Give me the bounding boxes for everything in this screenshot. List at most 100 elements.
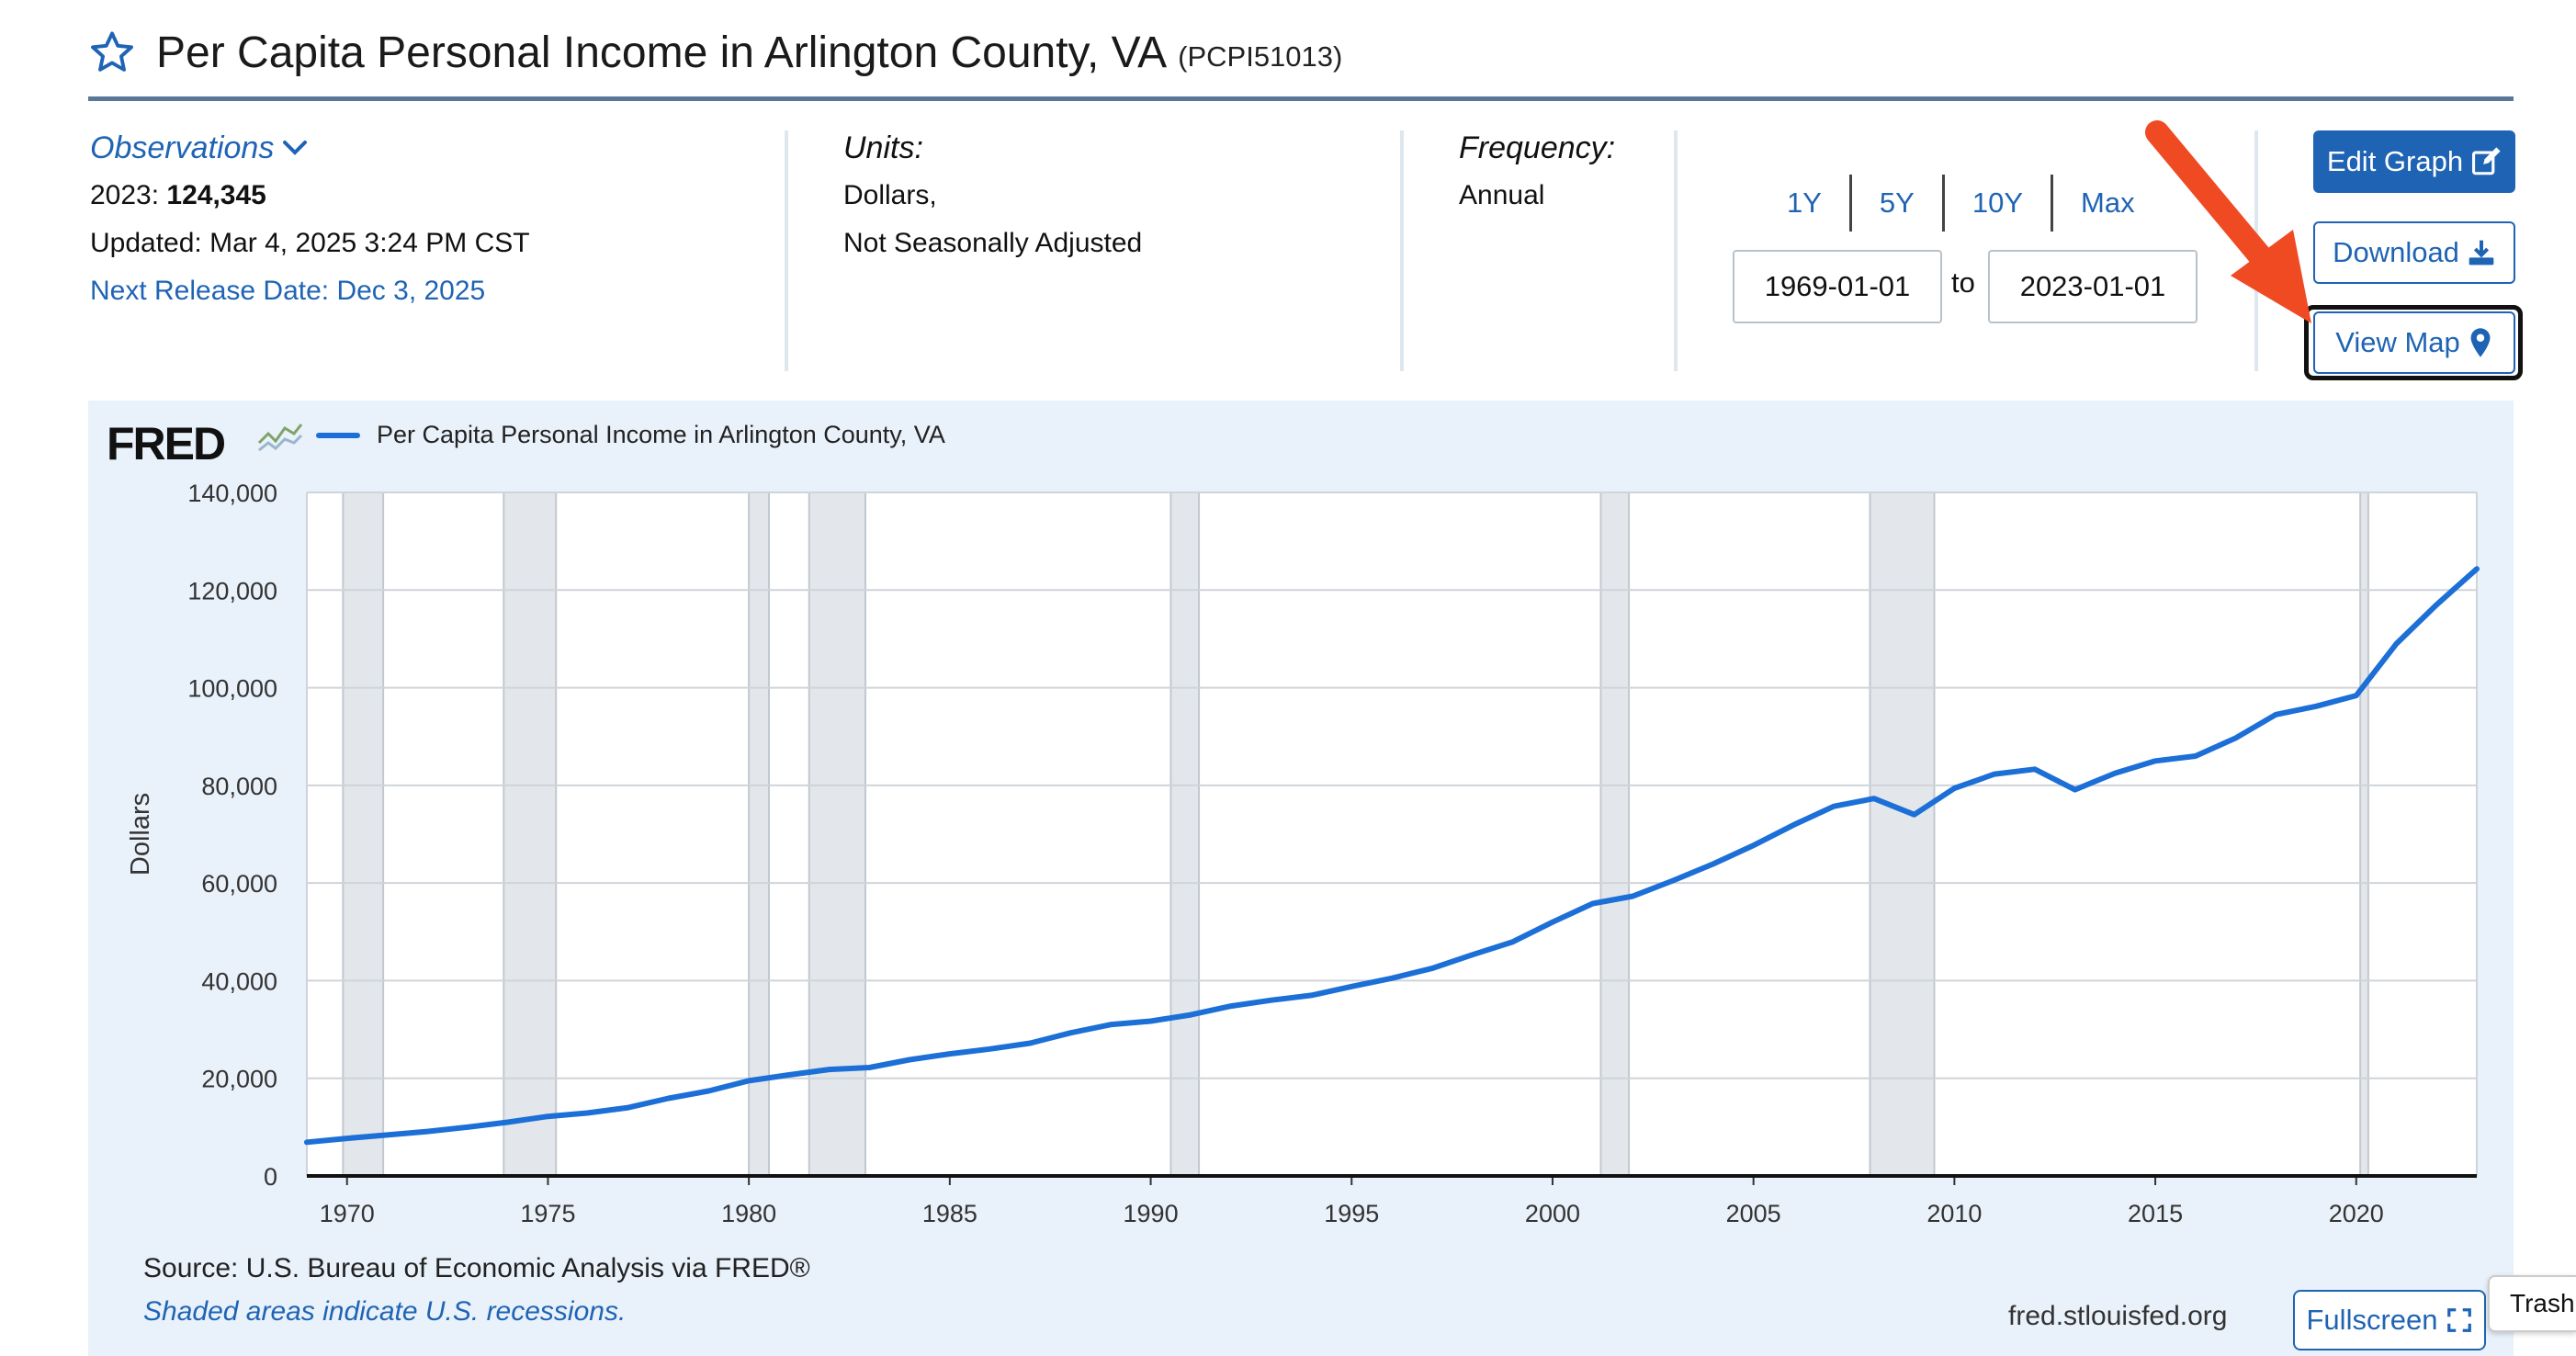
data-point: [1993, 772, 1997, 776]
end-date-input[interactable]: 2023-01-01: [1988, 250, 2198, 323]
title-divider: [88, 96, 2514, 101]
x-tick-label: 2000: [1525, 1200, 1580, 1227]
meta-divider: [1400, 130, 1404, 371]
x-tick-label: 2020: [2329, 1200, 2384, 1227]
data-point: [1269, 998, 1273, 1002]
recession-band: [1869, 492, 1936, 1177]
data-point: [666, 1096, 671, 1101]
data-point: [1470, 953, 1474, 957]
date-range-buttons: 1Y 5Y 10Y Max: [1759, 175, 2163, 232]
y-tick-label: 0: [264, 1163, 277, 1191]
data-point: [1791, 822, 1796, 827]
y-axis-label: Dollars: [126, 793, 155, 876]
edit-graph-button[interactable]: Edit Graph: [2313, 130, 2515, 193]
data-point: [867, 1066, 872, 1070]
view-map-button[interactable]: View Map: [2313, 311, 2515, 374]
units-panel: Units: Dollars, Not Seasonally Adjusted: [843, 124, 1142, 267]
y-tick-label: 40,000: [201, 967, 277, 995]
frequency-label: Frequency:: [1459, 130, 1616, 165]
x-tick-label: 2015: [2128, 1200, 2183, 1227]
data-point: [1108, 1023, 1113, 1027]
data-point: [1590, 901, 1595, 906]
chevron-down-icon: [283, 141, 308, 155]
frequency-panel: Frequency: Annual: [1459, 124, 1615, 220]
data-point: [2475, 567, 2479, 571]
data-point: [1711, 862, 1715, 866]
data-point: [2233, 736, 2238, 740]
range-separator: [2051, 175, 2054, 232]
edit-icon: [2472, 147, 2501, 175]
range-10y-button[interactable]: 10Y: [1972, 186, 2024, 219]
range-1y-button[interactable]: 1Y: [1787, 186, 1822, 219]
range-max-button[interactable]: Max: [2081, 186, 2135, 219]
data-point: [827, 1068, 831, 1072]
download-button[interactable]: Download: [2313, 221, 2515, 284]
legend-swatch: [316, 432, 360, 438]
recession-band: [342, 492, 385, 1177]
units-value-line1: Dollars,: [843, 180, 937, 210]
data-point: [1068, 1031, 1073, 1035]
line-chart[interactable]: 0 20,000 40,000 60,000 80,000 100,000 120,000 1…: [88, 401, 2514, 1356]
data-point: [425, 1129, 430, 1134]
next-release-link[interactable]: Next Release Date: Dec 3, 2025: [90, 276, 486, 306]
chart-panel: 0 20,000 40,000 60,000 80,000 100,000 120,000 1…: [88, 401, 2514, 1356]
chart-source: Source: U.S. Bureau of Economic Analysis…: [143, 1253, 810, 1283]
data-point: [1189, 1012, 1193, 1017]
recession-note: Shaded areas indicate U.S. recessions.: [143, 1296, 627, 1327]
x-tick-label: 1985: [922, 1200, 977, 1227]
recession-band: [1169, 492, 1201, 1177]
series-id: (PCPI51013): [1178, 40, 1343, 73]
y-tick-label: 120,000: [187, 577, 277, 605]
page-title: Per Capita Personal Income in Arlington …: [156, 28, 1168, 77]
data-point: [1429, 966, 1434, 971]
view-map-label: View Map: [2335, 326, 2460, 358]
x-tick-label: 1980: [721, 1200, 776, 1227]
recession-band: [503, 492, 558, 1177]
range-5y-button[interactable]: 5Y: [1879, 186, 1915, 219]
fred-chart-icon: [258, 434, 303, 452]
data-point: [626, 1105, 630, 1110]
download-icon: [2469, 240, 2494, 266]
data-point: [2073, 787, 2077, 792]
x-tick-label: 1975: [520, 1200, 575, 1227]
x-tick-label: 1995: [1324, 1200, 1379, 1227]
data-point: [2274, 712, 2278, 717]
data-point: [2193, 753, 2198, 758]
download-label: Download: [2333, 236, 2459, 268]
data-point: [1229, 1004, 1234, 1009]
data-point: [1871, 797, 1876, 801]
fred-url: fred.stlouisfed.org: [2008, 1301, 2228, 1331]
data-point: [1832, 804, 1836, 808]
data-point: [1510, 940, 1515, 944]
recession-band: [748, 492, 771, 1177]
data-point: [786, 1072, 791, 1077]
start-date-input[interactable]: 1969-01-01: [1733, 250, 1942, 323]
x-tick-label: 1990: [1124, 1200, 1179, 1227]
observation-date: 2023:: [90, 180, 160, 210]
focus-ring: [2304, 305, 2523, 380]
x-tick-label: 1970: [320, 1200, 375, 1227]
fullscreen-button[interactable]: Fullscreen: [2293, 1290, 2486, 1350]
map-pin-icon: [2470, 328, 2491, 357]
meta-divider: [785, 130, 788, 371]
recession-band: [2359, 492, 2369, 1177]
range-separator: [1848, 175, 1852, 232]
units-value-line2: Not Seasonally Adjusted: [843, 228, 1143, 258]
annotation-arrow-icon: [2145, 120, 2311, 323]
star-icon[interactable]: [88, 28, 136, 76]
trash-tab[interactable]: Trash: [2488, 1275, 2576, 1332]
fred-chart-icon: [257, 424, 303, 445]
frequency-value: Annual: [1459, 180, 1545, 210]
data-point: [345, 1136, 349, 1141]
data-point: [1028, 1041, 1033, 1045]
data-point: [2113, 771, 2118, 775]
updated-timestamp: Updated: Mar 4, 2025 3:24 PM CST: [90, 228, 530, 258]
data-point: [1952, 786, 1957, 791]
data-point: [1148, 1019, 1153, 1023]
observation-value: 124,345: [166, 180, 266, 210]
data-point: [546, 1114, 550, 1119]
y-tick-label: 20,000: [201, 1066, 277, 1093]
observations-toggle[interactable]: Observations: [90, 124, 530, 172]
data-point: [947, 1052, 952, 1057]
